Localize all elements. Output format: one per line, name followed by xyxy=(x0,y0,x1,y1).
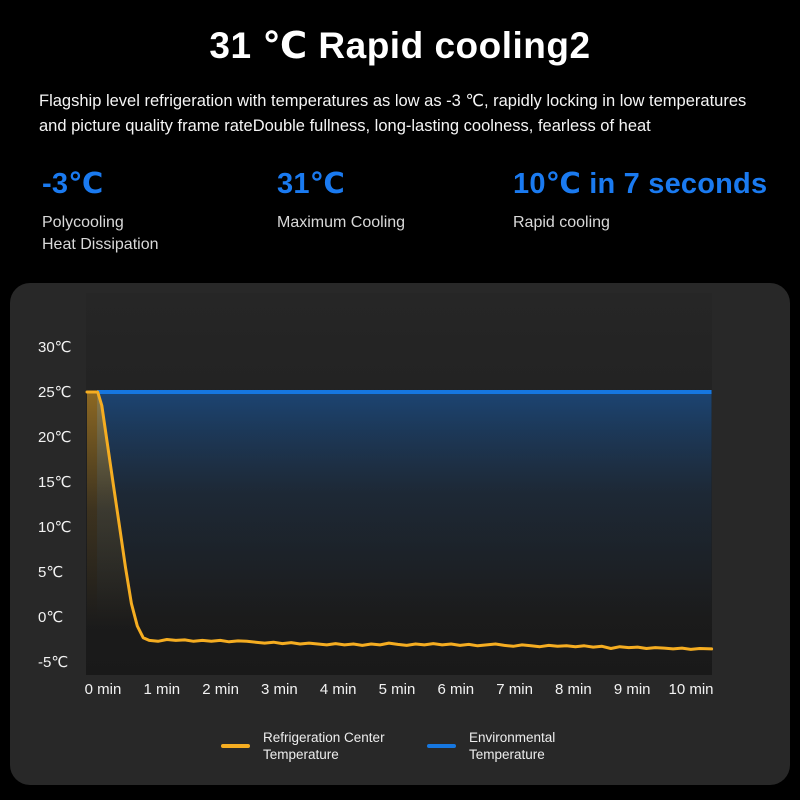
refrigeration-line-swatch xyxy=(221,744,250,748)
chart-legend: Refrigeration Center Temperature Environ… xyxy=(10,729,790,763)
svg-text:5 min: 5 min xyxy=(379,681,416,698)
stat-rapid-cooling: 10℃ in 7 seconds Rapid cooling xyxy=(513,166,767,234)
stat-label: Maximum Cooling xyxy=(277,214,406,231)
svg-text:0 min: 0 min xyxy=(85,681,122,698)
svg-text:2 min: 2 min xyxy=(202,681,239,698)
legend-label-refrigeration: Refrigeration Center Temperature xyxy=(263,730,385,762)
svg-text:1 min: 1 min xyxy=(143,681,180,698)
svg-text:0℃: 0℃ xyxy=(38,609,63,626)
svg-text:25℃: 25℃ xyxy=(38,384,72,401)
stat-value: 10℃ in 7 seconds xyxy=(513,168,768,200)
svg-text:20℃: 20℃ xyxy=(38,429,72,446)
svg-text:4 min: 4 min xyxy=(320,681,357,698)
svg-text:10 min: 10 min xyxy=(668,681,713,698)
svg-text:7 min: 7 min xyxy=(496,681,533,698)
svg-text:8 min: 8 min xyxy=(555,681,592,698)
legend-item-refrigeration: Refrigeration Center Temperature xyxy=(221,729,403,763)
temperature-chart-card: 30℃ 25℃ 20℃ 15℃ 10℃ 5℃ 0℃ -5℃ 0 min 1 min 2 min 3 m… xyxy=(10,283,790,785)
legend-item-environmental: Environmental Temperature xyxy=(427,729,579,763)
page-title: 31 ℃ Rapid cooling2 xyxy=(209,25,591,66)
environmental-line-swatch xyxy=(427,744,456,748)
svg-text:3 min: 3 min xyxy=(261,681,298,698)
temperature-line-chart: 30℃ 25℃ 20℃ 15℃ 10℃ 5℃ 0℃ -5℃ 0 min 1 min 2 min 3 m… xyxy=(38,293,714,698)
svg-text:6 min: 6 min xyxy=(437,681,474,698)
stat-label: Polycooling Heat Dissipation xyxy=(42,214,159,253)
legend-label-environmental: Environmental Temperature xyxy=(469,730,556,762)
stat-value: -3℃ xyxy=(42,168,104,200)
svg-text:5℃: 5℃ xyxy=(38,564,63,581)
svg-text:-5℃: -5℃ xyxy=(38,654,68,671)
page-subtitle: Flagship level refrigeration with temper… xyxy=(39,89,790,139)
svg-text:15℃: 15℃ xyxy=(38,474,72,491)
stat-value: 31℃ xyxy=(277,168,345,200)
svg-text:30℃: 30℃ xyxy=(38,339,72,356)
stat-maximum-cooling: 31℃ Maximum Cooling xyxy=(277,166,405,234)
stats-row: -3℃ Polycooling Heat Dissipation 31℃ Max… xyxy=(0,166,800,266)
svg-text:9 min: 9 min xyxy=(614,681,651,698)
svg-text:10℃: 10℃ xyxy=(38,519,72,536)
stat-label: Rapid cooling xyxy=(513,214,610,231)
subtitle-line-1: Flagship level refrigeration with temper… xyxy=(39,92,747,110)
stat-polycooling: -3℃ Polycooling Heat Dissipation xyxy=(42,166,159,256)
subtitle-line-2: and picture quality frame rateDouble ful… xyxy=(39,117,651,135)
